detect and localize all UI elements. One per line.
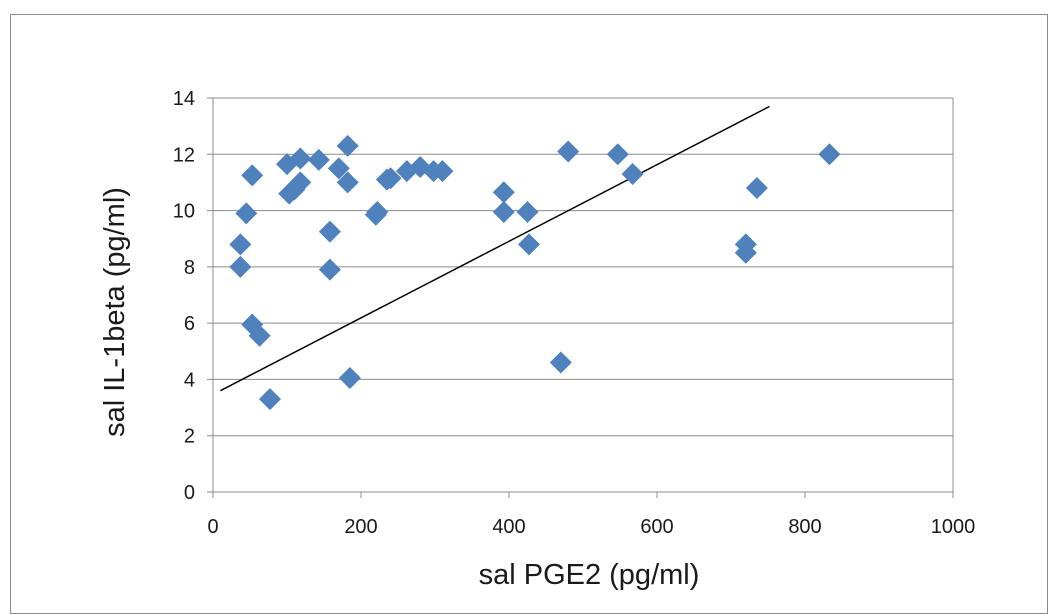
x-tick-labels: 0 200 400 600 800 1000 bbox=[207, 516, 975, 538]
data-points bbox=[229, 134, 841, 411]
y-tick-label: 8 bbox=[184, 257, 195, 279]
data-point-38 bbox=[818, 143, 841, 166]
data-point-33 bbox=[606, 143, 629, 166]
x-tick-label: 0 bbox=[207, 516, 218, 538]
x-tick-label: 1000 bbox=[931, 516, 976, 538]
data-point-26 bbox=[431, 160, 454, 183]
x-tick-label: 400 bbox=[492, 516, 525, 538]
data-point-37 bbox=[745, 177, 768, 200]
data-point-16 bbox=[336, 134, 359, 157]
x-tick-label: 800 bbox=[788, 516, 821, 538]
x-tick-label: 200 bbox=[344, 516, 377, 538]
trendline-layer bbox=[220, 105, 770, 392]
y-axis-title: sal IL-1beta (pg/ml) bbox=[99, 187, 131, 437]
y-tick-label: 4 bbox=[184, 369, 195, 391]
y-tick-labels: 0 2 4 6 8 10 12 14 bbox=[173, 88, 195, 504]
data-point-5 bbox=[248, 324, 271, 347]
y-tick-label: 12 bbox=[173, 144, 195, 166]
y-tick-label: 0 bbox=[184, 482, 195, 504]
data-point-36 bbox=[734, 241, 757, 264]
y-tick-label: 2 bbox=[184, 426, 195, 448]
data-point-2 bbox=[235, 202, 258, 225]
data-point-13 bbox=[318, 220, 341, 243]
data-point-29 bbox=[516, 200, 539, 223]
data-point-14 bbox=[318, 258, 341, 281]
axes bbox=[207, 97, 954, 498]
chart-frame bbox=[10, 14, 1048, 614]
data-point-12 bbox=[307, 148, 330, 171]
data-point-17 bbox=[336, 171, 359, 194]
data-point-30 bbox=[517, 233, 540, 256]
data-point-28 bbox=[492, 200, 515, 223]
data-point-32 bbox=[557, 140, 580, 163]
data-point-15 bbox=[327, 157, 350, 180]
x-axis-title: sal PGE2 (pg/ml) bbox=[479, 559, 700, 591]
data-point-11 bbox=[289, 147, 312, 170]
data-point-10 bbox=[289, 171, 312, 194]
data-point-20 bbox=[366, 200, 389, 223]
y-tick-label: 14 bbox=[173, 88, 195, 110]
data-point-3 bbox=[241, 164, 264, 187]
data-point-22 bbox=[379, 167, 402, 190]
x-tick-label: 600 bbox=[640, 516, 673, 538]
data-point-27 bbox=[492, 181, 515, 204]
trendline bbox=[220, 105, 770, 392]
y-tick-label: 10 bbox=[173, 201, 195, 223]
data-point-1 bbox=[229, 255, 252, 278]
data-point-18 bbox=[338, 367, 361, 390]
y-tick-label: 6 bbox=[184, 313, 195, 335]
data-point-6 bbox=[258, 388, 281, 411]
data-point-0 bbox=[229, 233, 252, 256]
data-point-31 bbox=[549, 351, 572, 374]
data-point-34 bbox=[621, 162, 644, 185]
